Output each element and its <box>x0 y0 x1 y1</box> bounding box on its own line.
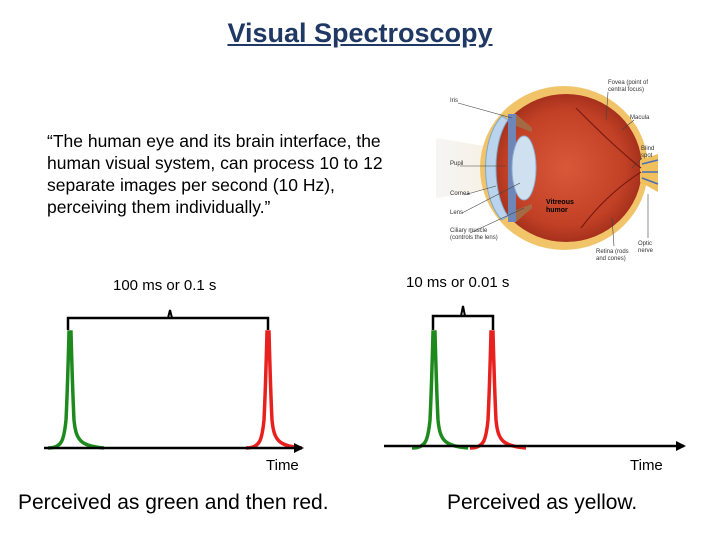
left-interval-label: 100 ms or 0.1 s <box>113 277 217 294</box>
eye-label-vitreous-2: humor <box>546 207 568 214</box>
left-caption: Perceived as green and then red. <box>18 491 329 514</box>
right-red-pulse <box>469 330 527 450</box>
lens <box>511 135 537 201</box>
vitreous-body <box>490 94 642 242</box>
right-interval-bracket <box>431 314 495 330</box>
right-plot <box>384 305 686 451</box>
eye-diagram: Vitreous humor Iris Pupil Cornea Lens Ci… <box>436 80 659 262</box>
eye-label-iris: Iris <box>450 98 458 104</box>
quote-text: “The human eye and its brain interface, … <box>47 131 383 217</box>
eye-label-cornea: Cornea <box>450 191 470 197</box>
left-axis-label: Time <box>266 457 299 474</box>
eye-label-retina: Retina (rods <box>596 249 629 255</box>
eye-label-ciliary: Ciliary muscle <box>450 228 488 234</box>
eye-label-vitreous: Vitreous <box>546 199 574 206</box>
eye-label-pupil: Pupil <box>450 161 463 167</box>
left-interval-bracket <box>66 316 270 330</box>
cornea <box>485 115 509 221</box>
eye-label-optic: Optic <box>638 241 652 247</box>
right-interval-label: 10 ms or 0.01 s <box>406 274 510 291</box>
left-red-pulse <box>245 330 303 450</box>
eye-label-lens: Lens <box>450 210 463 216</box>
right-green-pulse <box>411 330 469 450</box>
left-plot <box>44 309 304 453</box>
eye-label-ciliary-2: (controls the lens) <box>450 235 498 241</box>
eye-label-optic-2: nerve <box>638 248 654 254</box>
right-caption: Perceived as yellow. <box>447 491 638 514</box>
eye-label-fovea: Fovea (point of <box>608 80 648 86</box>
eye-label-blind-2: spot <box>641 153 653 159</box>
eye-label-fovea-2: central focus) <box>608 87 644 93</box>
right-axis-label: Time <box>630 457 663 474</box>
eye-label-macula: Macula <box>630 115 650 121</box>
eye-label-blind: Blind <box>641 146 654 152</box>
page-title: Visual Spectroscopy <box>227 18 493 48</box>
left-green-pulse <box>47 330 105 450</box>
eye-label-retina-2: and cones) <box>596 256 626 262</box>
